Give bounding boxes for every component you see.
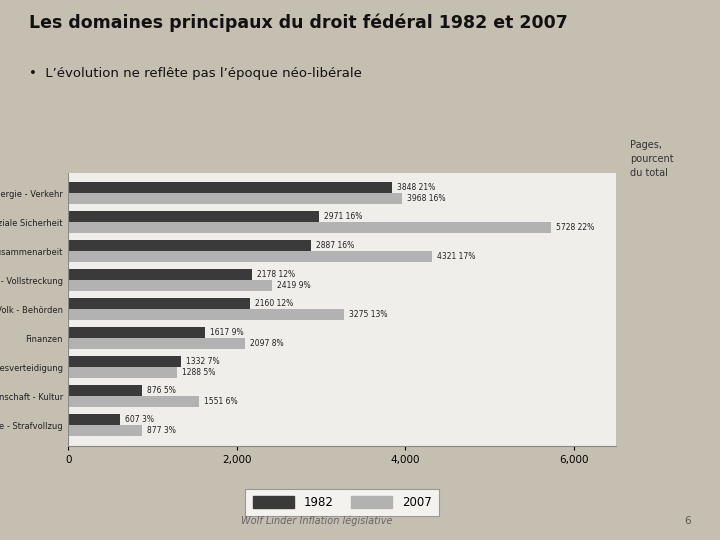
Text: 877 3%: 877 3% <box>148 426 176 435</box>
Bar <box>68 211 318 222</box>
Text: •  L’évolution ne reflête pas l’époque néo-libérale: • L’évolution ne reflête pas l’époque né… <box>29 68 361 80</box>
Bar <box>68 327 204 338</box>
Text: 1288 5%: 1288 5% <box>182 368 215 377</box>
Bar <box>68 385 142 396</box>
Bar <box>68 356 181 367</box>
Text: 2419 9%: 2419 9% <box>277 281 311 290</box>
Bar <box>68 338 245 349</box>
Text: 3968 16%: 3968 16% <box>408 194 446 203</box>
Bar <box>68 280 272 291</box>
Text: 6: 6 <box>685 516 691 526</box>
Text: 1332 7%: 1332 7% <box>186 357 219 366</box>
Bar <box>68 414 120 425</box>
Text: 2887 16%: 2887 16% <box>317 241 355 250</box>
Bar <box>68 193 402 204</box>
Legend: 1982, 2007: 1982, 2007 <box>246 489 438 516</box>
Bar <box>68 298 251 309</box>
Bar <box>68 367 177 378</box>
Bar <box>68 269 252 280</box>
Text: 2178 12%: 2178 12% <box>257 270 295 279</box>
Text: 2097 8%: 2097 8% <box>250 339 284 348</box>
Text: 2971 16%: 2971 16% <box>323 212 362 221</box>
Bar <box>68 240 312 251</box>
Bar <box>68 182 392 193</box>
Bar <box>68 309 344 320</box>
Text: 607 3%: 607 3% <box>125 415 153 424</box>
Text: 5728 22%: 5728 22% <box>556 223 594 232</box>
Bar <box>68 222 551 233</box>
Text: 1551 6%: 1551 6% <box>204 397 238 406</box>
Text: 3275 13%: 3275 13% <box>349 310 387 319</box>
Text: 3848 21%: 3848 21% <box>397 183 436 192</box>
Text: Pages,
pourcent
du total: Pages, pourcent du total <box>630 140 674 178</box>
Bar <box>68 251 432 262</box>
Text: Les domaines principaux du droit fédéral 1982 et 2007: Les domaines principaux du droit fédéral… <box>29 14 567 32</box>
Text: Wolf Linder Inflation législative: Wolf Linder Inflation législative <box>241 516 392 526</box>
Text: 4321 17%: 4321 17% <box>437 252 476 261</box>
Text: 2160 12%: 2160 12% <box>256 299 294 308</box>
Text: 1617 9%: 1617 9% <box>210 328 243 337</box>
Bar <box>68 425 143 436</box>
Bar <box>68 396 199 407</box>
Text: 876 5%: 876 5% <box>147 386 176 395</box>
